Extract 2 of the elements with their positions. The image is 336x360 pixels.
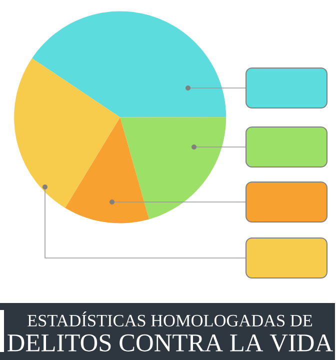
- text: DELITOS CONTRA LA VIDA: [7, 334, 333, 352]
- text: ESTADÍSTICAS HOMOLOGADAS DE: [27, 312, 312, 326]
